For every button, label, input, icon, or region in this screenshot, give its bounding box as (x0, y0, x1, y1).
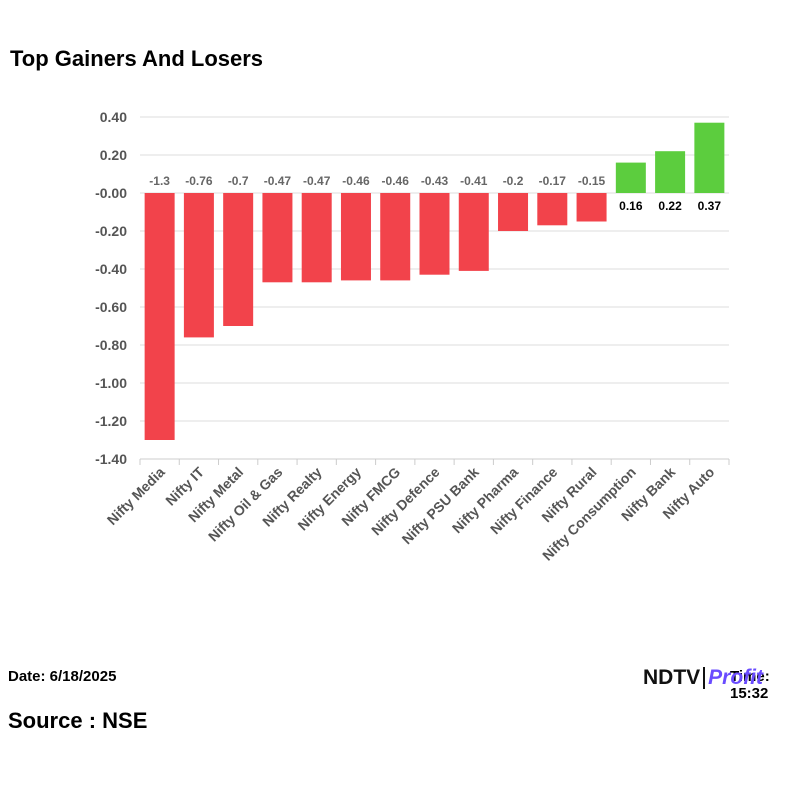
x-category-label: Nifty Defence (368, 464, 443, 539)
bar (419, 193, 450, 275)
y-tick-label: -0.40 (95, 261, 127, 277)
y-tick-label: 0.40 (100, 109, 127, 125)
y-tick-label: -0.80 (95, 337, 127, 353)
bar (458, 193, 489, 271)
bar (144, 193, 175, 440)
bar-value-label: -0.46 (382, 174, 410, 188)
y-tick-label: 0.20 (100, 147, 127, 163)
bar (340, 193, 371, 281)
bar (655, 151, 686, 193)
bar-value-label: -0.47 (264, 174, 292, 188)
x-category-label: Nifty Media (104, 464, 168, 528)
bar-value-label: -0.46 (342, 174, 370, 188)
bar (615, 162, 646, 193)
bar (498, 193, 529, 231)
bar (537, 193, 568, 226)
logo-ndtv-text: NDTV (643, 666, 701, 689)
chart-title: Top Gainers And Losers (10, 46, 264, 71)
bar-value-label: -0.43 (421, 174, 449, 188)
bar-value-label: -0.76 (185, 174, 213, 188)
bar (262, 193, 293, 283)
y-tick-label: -0.00 (95, 185, 127, 201)
bar-value-label: 0.16 (619, 199, 643, 213)
date-label: Date: 6/18/2025 (8, 668, 117, 685)
y-tick-label: -1.20 (95, 413, 127, 429)
bar (301, 193, 332, 283)
logo-separator (703, 667, 706, 689)
bar-value-label: -0.41 (460, 174, 488, 188)
logo-profit-text: Profit (708, 666, 763, 689)
y-tick-label: -1.40 (95, 451, 127, 467)
ndtv-profit-logo: NDTV Profit (643, 664, 763, 692)
bar-chart: 0.40 0.20 -0.00 -0.20 -0.40 -0.60 -0.80 -1.00 -1… (95, 109, 730, 564)
bar-value-label: -0.7 (228, 174, 249, 188)
bar (576, 193, 607, 222)
bar-value-label: -0.47 (303, 174, 331, 188)
bar-value-label: 0.22 (658, 199, 682, 213)
time-label: Time: 15:32 (730, 668, 770, 702)
y-tick-label: -1.00 (95, 375, 127, 391)
bar-value-label: -0.2 (503, 174, 524, 188)
bar-value-label: 0.37 (698, 199, 722, 213)
bar (183, 193, 214, 338)
y-tick-label: -0.60 (95, 299, 127, 315)
bar (223, 193, 254, 326)
y-tick-label: -0.20 (95, 223, 127, 239)
bar (694, 122, 725, 193)
bar-value-label: -0.15 (578, 174, 606, 188)
bar-value-label: -1.3 (149, 174, 170, 188)
source-label: Source : NSE (8, 708, 148, 733)
bar (380, 193, 411, 281)
bar-value-label: -0.17 (539, 174, 567, 188)
